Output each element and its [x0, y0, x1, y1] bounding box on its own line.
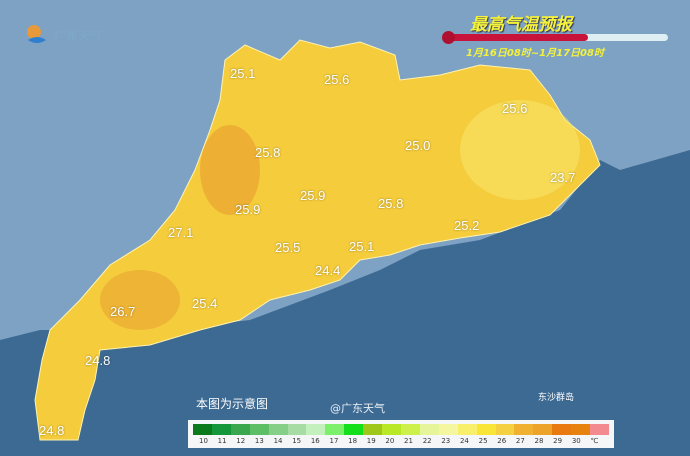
temp-label: 25.5 — [275, 240, 301, 255]
legend-swatch — [400, 424, 420, 435]
temp-label: 24.8 — [85, 353, 111, 368]
legend-swatch — [457, 424, 477, 435]
legend-color-bar — [193, 424, 609, 435]
legend-swatch — [590, 424, 609, 435]
legend-tick: 12 — [236, 437, 246, 445]
legend-tick: 15 — [292, 437, 302, 445]
legend-tick: 23 — [441, 437, 451, 445]
temp-label: 25.0 — [405, 138, 431, 153]
legend-tick: 13 — [254, 437, 264, 445]
legend-tick: 21 — [404, 437, 413, 445]
temp-label: 24.8 — [39, 423, 65, 438]
legend-swatch — [325, 424, 345, 435]
temp-label: 25.1 — [230, 66, 256, 81]
sun-wave-logo-icon — [27, 25, 46, 43]
forecast-period: 1月16日08时~1月17日08时 — [466, 48, 604, 59]
thermometer-icon — [442, 31, 668, 44]
temp-label: 25.1 — [349, 239, 375, 254]
legend-tick: 19 — [366, 437, 376, 445]
legend-swatch — [476, 424, 496, 435]
legend-swatch — [306, 424, 326, 435]
temp-label: 25.9 — [300, 188, 326, 203]
temp-label: 26.7 — [110, 304, 136, 319]
legend-swatch — [287, 424, 307, 435]
legend-swatch — [344, 424, 364, 435]
temp-label: 23.7 — [550, 170, 576, 185]
legend-tick: 10 — [199, 437, 208, 445]
temp-label: 25.2 — [454, 218, 480, 233]
cool-area — [460, 100, 580, 200]
map-title: 最高气温预报 — [470, 15, 572, 35]
hot-area — [200, 125, 260, 215]
island-label: 东沙群岛 — [538, 393, 575, 403]
legend-swatch — [268, 424, 288, 435]
watermark: @广东天气 — [330, 402, 385, 415]
legend-tick: 25 — [478, 437, 488, 445]
temp-label: 25.6 — [324, 72, 350, 87]
legend-tick: 16 — [310, 437, 320, 445]
legend-swatch — [230, 424, 250, 435]
legend-swatch — [495, 424, 515, 435]
hot-area — [100, 270, 180, 330]
legend-tick: 17 — [329, 437, 339, 445]
legend-swatch — [419, 424, 439, 435]
temp-label: 25.9 — [235, 202, 261, 217]
legend-tick: 24 — [459, 437, 469, 445]
legend-swatch — [571, 424, 591, 435]
legend-tick: 29 — [553, 437, 563, 445]
legend-tick: 28 — [534, 437, 544, 445]
legend-swatch — [249, 424, 269, 435]
guangdong-province — [34, 39, 601, 441]
brand-logo: 广东天气 — [24, 22, 102, 48]
legend-tick: 30 — [571, 437, 581, 445]
legend-ticks: 10 11 12 13 14 15 16 17 18 19 20 21 22 23 24 25 26 27 28 29… — [193, 437, 609, 445]
legend-tick: 26 — [497, 437, 507, 445]
temp-label: 24.4 — [315, 263, 341, 278]
temp-label: 27.1 — [168, 225, 194, 240]
legend-swatch — [363, 424, 383, 435]
temp-label: 25.4 — [192, 296, 218, 311]
brand-name: 广东天气 — [54, 28, 103, 43]
legend-swatch — [514, 424, 534, 435]
legend-swatch — [211, 424, 231, 435]
legend-swatch — [193, 424, 212, 435]
temp-label: 25.6 — [502, 101, 528, 116]
legend-tick: 20 — [385, 437, 395, 445]
legend-tick: 11 — [217, 437, 227, 445]
legend-swatch — [533, 424, 553, 435]
legend-unit: ℃ — [590, 437, 599, 445]
legend-swatch — [382, 424, 401, 435]
temp-label: 25.8 — [378, 196, 404, 211]
legend-tick: 18 — [348, 437, 358, 445]
legend-tick: 22 — [422, 437, 432, 445]
temperature-legend: 10 11 12 13 14 15 16 17 18 19 20 21 22 23 24 25 26 27 28 29… — [188, 420, 614, 448]
schematic-note: 本图为示意图 — [196, 397, 269, 411]
legend-tick: 14 — [273, 437, 283, 445]
temp-label: 25.8 — [255, 145, 281, 160]
legend-swatch — [552, 424, 572, 435]
legend-tick: 27 — [515, 437, 525, 445]
legend-swatch — [438, 424, 458, 435]
